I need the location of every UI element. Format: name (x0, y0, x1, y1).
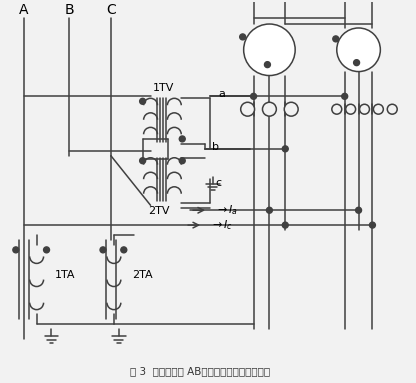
Text: $\rightarrow I_a$: $\rightarrow I_a$ (215, 203, 238, 217)
Circle shape (333, 36, 339, 42)
Text: 2TA: 2TA (132, 270, 152, 280)
Circle shape (121, 247, 127, 253)
Text: 2TV: 2TV (149, 206, 170, 216)
Circle shape (346, 104, 356, 114)
Circle shape (179, 158, 185, 164)
Circle shape (332, 104, 342, 114)
Circle shape (241, 102, 255, 116)
Circle shape (354, 60, 359, 65)
Circle shape (356, 207, 362, 213)
Circle shape (140, 98, 146, 104)
Circle shape (262, 102, 276, 116)
Circle shape (266, 207, 272, 213)
Circle shape (250, 93, 257, 99)
Circle shape (179, 136, 185, 142)
Text: a: a (218, 89, 225, 99)
Text: C: C (106, 3, 116, 17)
Text: B: B (64, 3, 74, 17)
Circle shape (140, 158, 146, 164)
Text: $\rightarrow I_c$: $\rightarrow I_c$ (210, 218, 233, 232)
Circle shape (282, 222, 288, 228)
Circle shape (387, 104, 397, 114)
Circle shape (13, 247, 19, 253)
Text: 1TV: 1TV (153, 83, 174, 93)
Circle shape (359, 104, 369, 114)
Text: c: c (215, 177, 221, 188)
Circle shape (374, 104, 383, 114)
Circle shape (369, 222, 375, 228)
Text: A: A (19, 3, 29, 17)
Circle shape (282, 146, 288, 152)
Circle shape (244, 24, 295, 75)
Circle shape (342, 93, 348, 99)
Text: b: b (212, 142, 219, 152)
Circle shape (265, 62, 270, 68)
Text: 1TA: 1TA (54, 270, 75, 280)
Circle shape (240, 34, 245, 40)
Circle shape (100, 247, 106, 253)
Circle shape (44, 247, 50, 253)
Circle shape (337, 28, 380, 72)
Text: 图 3  电压互感器 AB相副边极性反接的接线图: 图 3 电压互感器 AB相副边极性反接的接线图 (130, 366, 270, 376)
Circle shape (284, 102, 298, 116)
